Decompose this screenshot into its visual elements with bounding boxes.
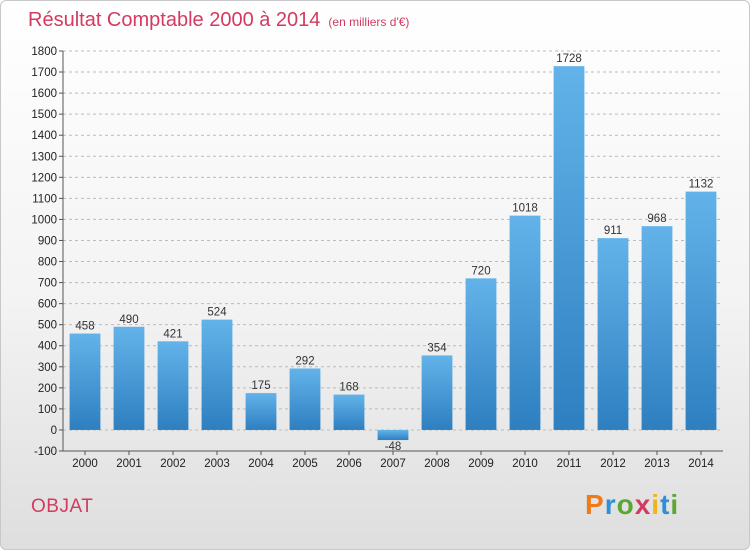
bar-value-label: 1728 (556, 53, 582, 65)
y-tick-label: 300 (38, 362, 57, 374)
y-tick-label: 100 (38, 404, 57, 416)
logo-letter: r (604, 489, 617, 520)
bar-value-label: 1018 (512, 203, 538, 215)
y-tick-label: 200 (38, 383, 57, 395)
bar (245, 393, 277, 430)
x-tick-label: 2002 (160, 458, 186, 470)
bars (69, 66, 717, 441)
x-tick-label: 2011 (557, 458, 582, 470)
y-tick-label: 1400 (31, 130, 57, 142)
y-tick-label: 1200 (31, 172, 57, 184)
x-tick-label: 2010 (512, 458, 538, 470)
y-tick-label: 1300 (31, 151, 57, 163)
logo-letter: t (660, 489, 671, 520)
logo-letter: i (670, 489, 680, 520)
bar-value-label: -48 (385, 441, 402, 453)
x-tick-label: 2005 (292, 458, 318, 470)
bar-value-label: 524 (207, 307, 227, 319)
logo-letter: o (616, 489, 635, 520)
y-tick-label: 1000 (31, 214, 57, 226)
bar (465, 278, 497, 430)
bar-value-label: 175 (251, 380, 270, 392)
bar-value-label: 168 (339, 382, 358, 394)
y-tick-label: 1700 (31, 67, 57, 79)
x-tick-label: 2000 (72, 458, 98, 470)
y-tick-label: 0 (51, 425, 57, 437)
bar (333, 394, 365, 430)
bar-value-label: 421 (163, 328, 182, 340)
bar (421, 355, 453, 430)
logo-letter: x (634, 489, 652, 520)
bar (509, 215, 541, 430)
bar-value-label: 1132 (689, 179, 714, 191)
x-tick-label: 2007 (380, 458, 406, 470)
x-tick-label: 2003 (204, 458, 230, 470)
y-tick-label: 800 (38, 257, 57, 269)
logo-letter: i (651, 489, 661, 520)
bar (113, 326, 145, 430)
commune-name: OBJAT (31, 496, 94, 517)
bar-value-label: 292 (295, 355, 314, 367)
y-tick-label: 1800 (31, 46, 57, 58)
y-tick-label: 500 (38, 320, 57, 332)
logo-letter: P (585, 489, 605, 520)
chart-title-text: Résultat Comptable 2000 à 2014 (28, 9, 321, 31)
axes: -100 0 100 200 300 400 500 600 700 800 900 1000 1100… (31, 46, 723, 470)
bar-value-label: 720 (471, 265, 490, 277)
bar-value-label: 911 (604, 225, 622, 237)
y-tick-label: 400 (38, 341, 57, 353)
y-tick-label: 1500 (31, 109, 57, 121)
bar-value-label: 354 (427, 342, 447, 354)
bar (201, 319, 233, 430)
bar (597, 238, 629, 430)
chart-unit: (en milliers d'€) (328, 15, 410, 29)
x-tick-label: 2006 (336, 458, 362, 470)
bar (641, 226, 673, 430)
x-tick-label: 2004 (248, 458, 274, 470)
bar (377, 429, 409, 441)
proxiti-logo: Proxiti (585, 489, 679, 521)
x-tick-label: 2008 (424, 458, 450, 470)
bar (69, 333, 101, 430)
bar (157, 341, 189, 430)
x-tick-label: 2013 (644, 458, 670, 470)
x-tick-label: 2014 (688, 458, 714, 470)
x-tick-label: 2001 (116, 458, 142, 470)
y-tick-label: 1600 (31, 88, 57, 100)
chart-title: Résultat Comptable 2000 à 2014 (en millie… (28, 9, 409, 32)
x-tick-label: 2009 (468, 458, 494, 470)
x-tick-label: 2012 (600, 458, 626, 470)
labels: 458 490 421 524 175 292 168 -48 354 720 1018 1728 91… (75, 53, 713, 453)
bar-value-label: 968 (647, 213, 666, 225)
y-tick-label: 900 (38, 235, 57, 247)
y-tick-label: 600 (38, 299, 57, 311)
y-tick-label: 1100 (32, 193, 57, 205)
y-tick-label: -100 (34, 446, 57, 458)
bar (553, 66, 585, 430)
bar-value-label: 458 (75, 321, 94, 333)
bar (289, 368, 321, 430)
y-tick-label: 700 (38, 278, 57, 290)
bar (685, 191, 717, 430)
bar-value-label: 490 (119, 314, 138, 326)
